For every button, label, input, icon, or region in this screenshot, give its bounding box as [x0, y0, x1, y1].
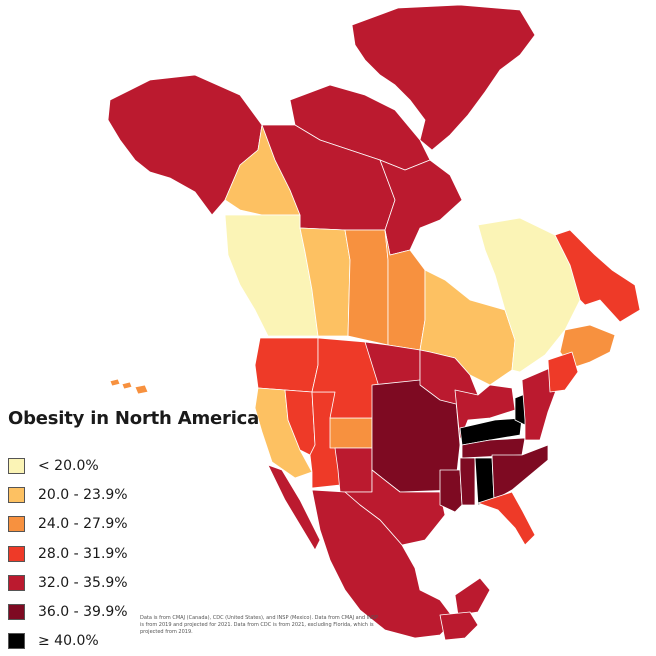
region-alaska — [107, 74, 263, 216]
legend-item: 24.0 - 27.9% — [8, 510, 128, 539]
legend-swatch — [8, 545, 25, 562]
region-baja-california — [267, 464, 321, 551]
legend-item: 36.0 - 39.9% — [8, 597, 128, 626]
region-new-england — [547, 351, 579, 393]
region-newfoundland-labrador — [554, 229, 641, 323]
map-title: Obesity in North America — [8, 408, 260, 429]
legend-label: 36.0 - 39.9% — [38, 604, 128, 621]
legend-item: ≥ 40.0% — [8, 627, 128, 656]
legend-swatch — [8, 516, 25, 533]
legend-item: 32.0 - 35.9% — [8, 568, 128, 597]
region-louisiana — [439, 469, 463, 513]
legend-item: < 20.0% — [8, 451, 128, 480]
legend-swatch — [8, 574, 25, 591]
legend-label: < 20.0% — [38, 457, 99, 474]
legend-label: 20.0 - 23.9% — [38, 486, 128, 503]
region-yucatan — [454, 577, 491, 616]
region-nunavut — [379, 159, 463, 256]
legend-label: 32.0 - 35.9% — [38, 574, 128, 591]
region-tennessee — [461, 437, 526, 459]
region-new-mexico — [334, 447, 373, 493]
region-colorado — [329, 417, 373, 449]
legend-swatch — [8, 633, 25, 650]
legend-label: 28.0 - 31.9% — [38, 545, 128, 562]
legend-label: ≥ 40.0% — [38, 633, 99, 650]
region-alabama — [474, 457, 495, 506]
region-central-america — [439, 611, 479, 641]
legend-swatch — [8, 486, 25, 503]
legend: < 20.0% 20.0 - 23.9% 24.0 - 27.9% 28.0 -… — [8, 451, 128, 656]
region-greenland — [351, 4, 536, 151]
region-pacific-northwest — [254, 337, 319, 393]
region-mississippi — [459, 457, 476, 506]
region-hawaii — [109, 378, 149, 395]
legend-item: 28.0 - 31.9% — [8, 539, 128, 568]
legend-swatch — [8, 457, 25, 474]
source-note: Data is from CMAJ (Canada), CDC (United … — [140, 615, 379, 635]
legend-item: 20.0 - 23.9% — [8, 480, 128, 509]
region-florida — [477, 491, 536, 546]
legend-swatch — [8, 604, 25, 621]
legend-label: 24.0 - 27.9% — [38, 516, 128, 533]
region-saskatchewan — [344, 229, 389, 346]
